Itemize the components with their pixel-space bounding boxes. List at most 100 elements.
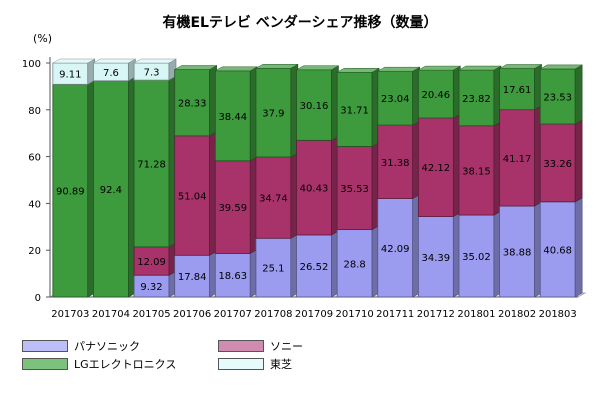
x-tick-label: 201705 (132, 309, 170, 320)
bar-segment (336, 146, 373, 231)
data-label: 40.43 (300, 184, 329, 195)
data-label: 9.32 (140, 282, 162, 293)
data-label: 23.53 (543, 92, 572, 103)
bar-segment (174, 135, 211, 256)
bar-segment-side (574, 119, 583, 203)
bar-segment (377, 198, 414, 298)
bar-segment-top (254, 64, 299, 69)
plot-area: 0 20 40 60 80 100 90.89 9.11 201703 92.4 7.6 201704… (22, 57, 587, 320)
bar-segment (296, 139, 332, 236)
data-label: 92.4 (100, 185, 122, 196)
bar-segment (377, 70, 414, 126)
bar-segment (214, 70, 251, 162)
data-label: 28.8 (343, 259, 365, 270)
data-label: 38.15 (462, 166, 491, 177)
bar-segment (417, 69, 454, 119)
data-label: 38.44 (218, 112, 247, 123)
data-label: 17.61 (503, 85, 532, 96)
bar-segment-top (539, 64, 584, 70)
data-label: 31.71 (340, 105, 369, 116)
y-axis-label: (%) (33, 32, 52, 45)
bar-segment (417, 216, 454, 298)
data-label: 25.1 (262, 264, 284, 275)
data-label: 28.33 (178, 99, 207, 110)
bar-segment (52, 83, 89, 298)
y-tick-label: 60 (28, 153, 41, 164)
bar-segment-top (417, 65, 462, 71)
bar-segment (133, 79, 170, 248)
x-tick-label: 201803 (539, 309, 577, 320)
bar-segment (174, 69, 211, 137)
bar-segment-top (214, 66, 259, 72)
chart-title: 有機ELテレビ ベンダーシェア推移（数量） (162, 14, 437, 31)
data-label: 35.53 (340, 184, 369, 195)
data-label: 9.11 (59, 70, 81, 81)
bar-segment-side (574, 64, 583, 125)
data-label: 71.28 (137, 160, 166, 171)
y-tick-label: 20 (28, 246, 41, 257)
x-tick-label: 201711 (376, 309, 414, 320)
bar-segment-side (574, 197, 583, 298)
data-label: 42.12 (422, 163, 451, 174)
bar-segment (255, 237, 292, 298)
bar-segment-top (498, 64, 543, 69)
bar-segment-top (376, 66, 421, 72)
data-label: 23.04 (381, 94, 410, 105)
x-tick-label: 201710 (336, 309, 374, 320)
data-label: 38.88 (503, 248, 532, 259)
x-tick-label: 201709 (295, 309, 333, 320)
data-label: 90.89 (56, 187, 85, 198)
bar-segment-top (133, 58, 177, 64)
x-tick-label: 201707 (214, 309, 252, 320)
bar-segment (93, 80, 129, 298)
y-tick-label: 100 (22, 59, 41, 70)
bar-segment (336, 229, 373, 298)
x-tick-label: 201703 (51, 309, 89, 320)
bar-segment-top (51, 58, 96, 64)
bar-segment (214, 160, 251, 254)
x-tick-label: 201706 (173, 309, 211, 320)
data-label: 51.04 (178, 192, 207, 203)
data-label: 42.09 (381, 244, 410, 255)
data-label: 35.02 (462, 252, 491, 263)
bar-segment (458, 69, 495, 127)
data-label: 26.52 (300, 262, 329, 273)
bar-segment-top (295, 65, 340, 71)
bar-segment (174, 254, 211, 298)
data-label: 17.84 (178, 272, 207, 283)
bar-segment (499, 109, 535, 207)
data-label: 31.38 (381, 158, 410, 169)
bar-segment-top (458, 65, 502, 71)
y-tick-label: 40 (28, 199, 41, 210)
x-tick-label: 201801 (457, 309, 495, 320)
y-tick-label: 80 (28, 106, 41, 117)
bar-segment-top (336, 68, 381, 73)
data-label: 12.09 (137, 257, 166, 268)
data-label: 41.17 (503, 154, 532, 165)
x-tick-label: 201802 (498, 309, 536, 320)
data-label: 23.82 (462, 94, 491, 105)
bar-segment (539, 201, 576, 298)
bar-segment (255, 67, 292, 158)
data-label: 30.16 (300, 101, 329, 112)
data-label: 40.68 (543, 245, 572, 256)
x-tick-label: 201712 (417, 309, 455, 320)
data-label: 33.26 (543, 159, 572, 170)
data-label: 7.6 (103, 68, 119, 79)
data-label: 39.59 (218, 203, 247, 214)
x-tick-label: 201704 (92, 309, 130, 320)
x-tick-label: 201708 (254, 309, 292, 320)
data-label: 34.39 (422, 253, 451, 264)
bar-segment (336, 71, 373, 147)
bar-segment-top (173, 65, 218, 70)
bar-segment (296, 69, 332, 141)
data-label: 7.3 (144, 68, 160, 79)
bar-segment (539, 68, 576, 125)
bar-segment-top (92, 58, 137, 64)
data-label: 34.74 (259, 194, 288, 205)
data-label: 20.46 (422, 90, 451, 101)
bar-segment (377, 124, 414, 199)
bar-segment (458, 214, 495, 298)
